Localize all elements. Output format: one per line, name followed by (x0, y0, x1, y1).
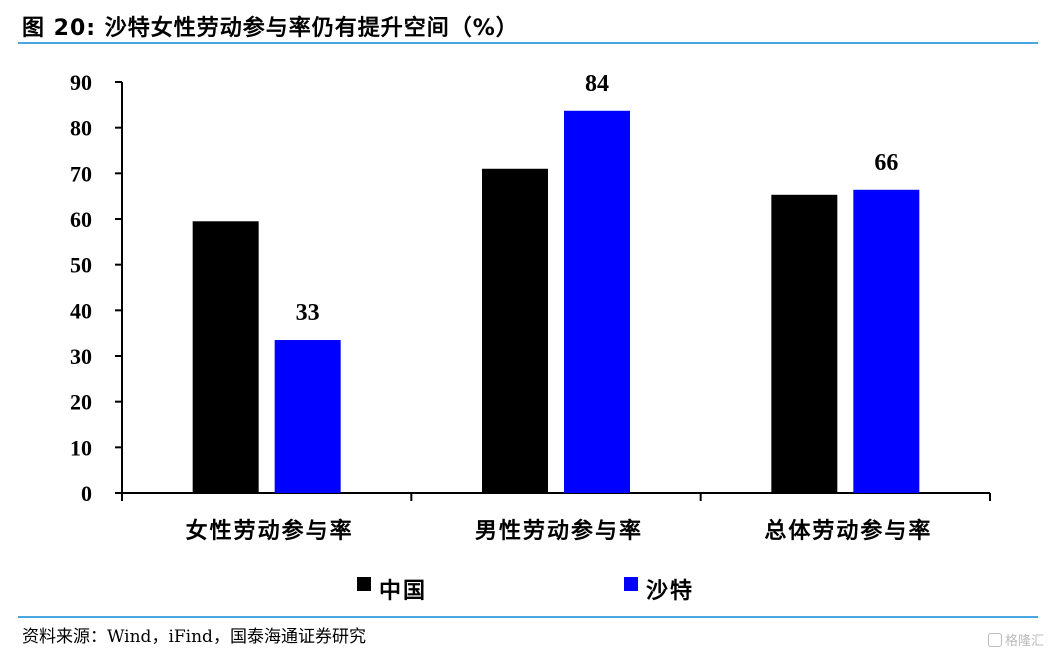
figure-title: 图 20: 沙特女性劳动参与率仍有提升空间（%） (22, 16, 519, 41)
y-tick-label: 0 (81, 481, 92, 506)
bar-saudi (564, 110, 630, 494)
category-label: 男性劳动参与率 (475, 518, 643, 544)
y-tick-label: 80 (70, 116, 92, 141)
source-rule (18, 616, 1038, 618)
data-label: 84 (585, 71, 609, 97)
category-label: 女性劳动参与率 (186, 518, 354, 544)
watermark: 格隆汇 (987, 630, 1044, 649)
y-tick-label: 30 (70, 344, 92, 369)
title-rule (18, 42, 1038, 44)
legend-label: 沙特 (646, 578, 694, 604)
y-tick-label: 70 (70, 161, 92, 186)
bar-saudi (853, 189, 920, 494)
legend-swatch (624, 577, 638, 591)
data-label: 66 (874, 150, 898, 176)
y-tick-label: 50 (70, 253, 92, 278)
bar-china (482, 168, 548, 493)
bar-china (192, 221, 259, 494)
watermark-logo-icon (987, 633, 1002, 647)
category-label: 总体劳动参与率 (764, 518, 932, 544)
watermark-text: 格隆汇 (1004, 634, 1044, 649)
source-note: 资料来源：Wind，iFind，国泰海通证券研究 (22, 627, 366, 647)
legend-swatch (357, 577, 371, 591)
y-tick-label: 20 (70, 390, 92, 415)
bar-china (771, 194, 838, 493)
y-tick-label: 10 (70, 435, 92, 460)
bar-saudi (274, 340, 341, 493)
legend-label: 中国 (379, 579, 427, 604)
y-tick-label: 40 (70, 298, 92, 323)
y-tick-label: 60 (70, 207, 92, 232)
data-label: 33 (296, 300, 320, 326)
y-tick-label: 90 (70, 70, 92, 95)
